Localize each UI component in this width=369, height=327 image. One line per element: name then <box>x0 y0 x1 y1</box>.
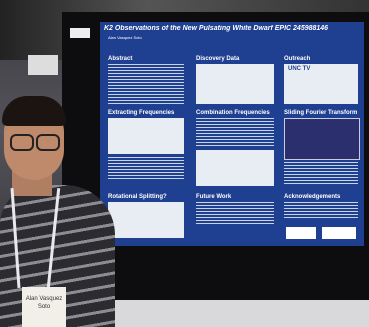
section-header: Extracting Frequencies <box>108 110 175 116</box>
section-text <box>108 157 184 181</box>
section-header: Acknowledgements <box>284 194 341 200</box>
plot <box>108 118 184 154</box>
section-text <box>284 202 358 220</box>
section-text <box>196 118 274 148</box>
outreach-box: UNC TV <box>284 64 358 104</box>
background-sign <box>28 55 58 75</box>
logo: UNC TV <box>288 66 311 72</box>
section-text <box>196 202 274 226</box>
table <box>196 150 274 186</box>
section-header: Rotational Splitting? <box>108 194 167 200</box>
section-text <box>284 162 358 186</box>
section-header: Outreach <box>284 56 311 62</box>
section-text <box>108 64 184 104</box>
section-header: Combination Frequencies <box>196 110 270 116</box>
section-header: Abstract <box>108 56 133 62</box>
poster-author: Alan Vasquez Soto <box>108 35 142 40</box>
plot <box>284 118 360 160</box>
poster: K2 Observations of the New Pulsating Whi… <box>100 22 364 246</box>
section-header: Future Work <box>196 194 232 200</box>
plot <box>196 64 274 104</box>
board-label <box>70 28 90 38</box>
logo-box <box>322 227 356 239</box>
section-header: Discovery Data <box>196 56 240 62</box>
section-header: Sliding Fourier Transform <box>284 110 358 116</box>
name-badge: Alan Vasquez Soto <box>22 287 66 327</box>
poster-title: K2 Observations of the New Pulsating Whi… <box>104 25 329 32</box>
hair <box>2 96 66 126</box>
glasses-lens <box>10 134 34 151</box>
plot <box>108 202 184 238</box>
logo-box <box>286 227 316 239</box>
glasses-lens <box>36 134 60 151</box>
